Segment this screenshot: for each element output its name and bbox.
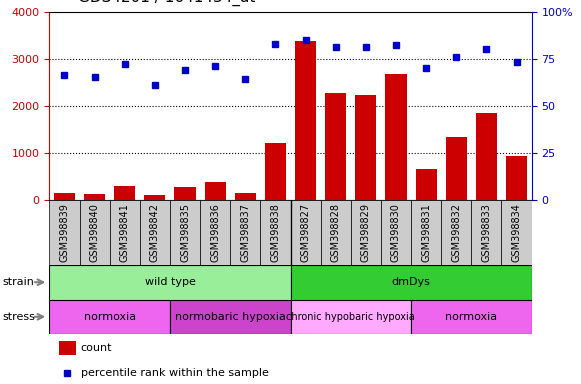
Bar (446, 137, 467, 200)
Bar (114, 185, 135, 200)
Bar (170, 300, 290, 334)
Bar (54, 193, 75, 200)
Bar (260, 200, 290, 265)
Bar (351, 200, 381, 265)
Text: wild type: wild type (145, 277, 195, 287)
Bar (235, 193, 256, 200)
Bar (501, 200, 532, 265)
Bar (476, 113, 497, 200)
Bar (411, 300, 532, 334)
Text: GSM398841: GSM398841 (120, 203, 130, 262)
Bar (205, 182, 225, 200)
Bar (80, 200, 110, 265)
Text: normoxia: normoxia (84, 312, 136, 322)
Bar (356, 95, 376, 200)
Bar (230, 200, 260, 265)
Text: GSM398839: GSM398839 (59, 203, 70, 262)
Bar (471, 200, 501, 265)
Bar (506, 156, 527, 200)
Text: normoxia: normoxia (445, 312, 497, 322)
Bar (290, 265, 532, 300)
Bar (110, 200, 140, 265)
Text: GSM398837: GSM398837 (241, 203, 250, 262)
Text: normobaric hypoxia: normobaric hypoxia (175, 312, 286, 322)
Text: GSM398828: GSM398828 (331, 203, 340, 262)
Text: stress: stress (3, 312, 36, 322)
Bar (290, 300, 411, 334)
Bar (411, 200, 441, 265)
Text: GSM398840: GSM398840 (89, 203, 99, 262)
Text: GSM398836: GSM398836 (210, 203, 220, 262)
Text: count: count (81, 343, 112, 353)
Bar (170, 200, 200, 265)
Bar (59, 341, 76, 355)
Bar (144, 195, 166, 200)
Bar (290, 200, 321, 265)
Text: dmDys: dmDys (392, 277, 431, 287)
Bar (321, 200, 351, 265)
Bar (265, 143, 286, 200)
Text: GSM398833: GSM398833 (482, 203, 492, 262)
Text: GSM398827: GSM398827 (300, 203, 311, 262)
Text: GSM398829: GSM398829 (361, 203, 371, 262)
Text: strain: strain (3, 277, 35, 287)
Text: chronic hypobaric hypoxia: chronic hypobaric hypoxia (286, 312, 415, 322)
Bar (200, 200, 230, 265)
Text: percentile rank within the sample: percentile rank within the sample (81, 368, 268, 378)
Bar (49, 200, 80, 265)
Text: GSM398834: GSM398834 (511, 203, 522, 262)
Text: GSM398830: GSM398830 (391, 203, 401, 262)
Text: GSM398835: GSM398835 (180, 203, 190, 262)
Bar (140, 200, 170, 265)
Bar (295, 41, 316, 200)
Bar (84, 194, 105, 200)
Bar (415, 169, 437, 200)
Text: GSM398838: GSM398838 (270, 203, 281, 262)
Text: GSM398842: GSM398842 (150, 203, 160, 262)
Bar (325, 93, 346, 200)
Bar (174, 187, 196, 200)
Text: GSM398832: GSM398832 (451, 203, 461, 262)
Bar (385, 74, 407, 200)
Text: GSM398831: GSM398831 (421, 203, 431, 262)
Bar (49, 300, 170, 334)
Bar (381, 200, 411, 265)
Bar (49, 265, 290, 300)
Text: GDS4201 / 1641434_at: GDS4201 / 1641434_at (78, 0, 256, 6)
Bar (441, 200, 471, 265)
